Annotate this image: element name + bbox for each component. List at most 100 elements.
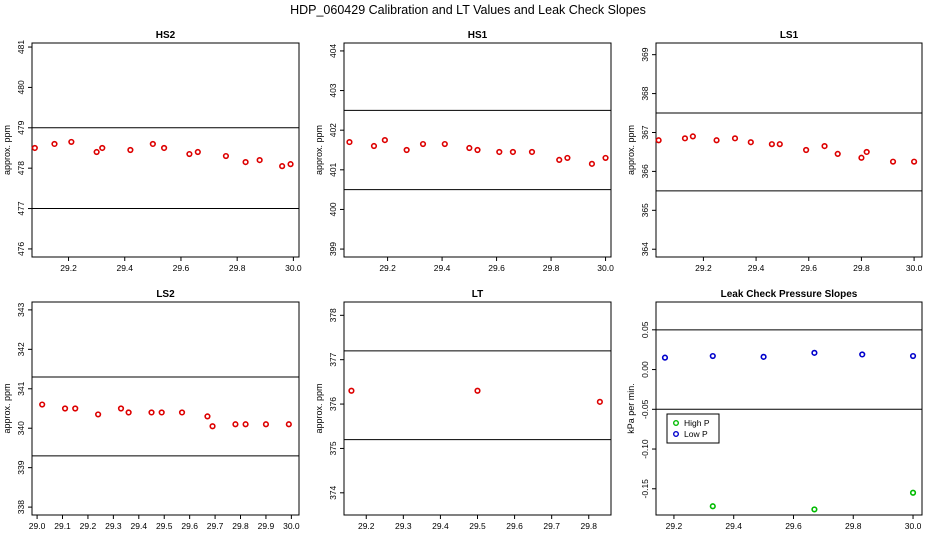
data-point	[242, 159, 249, 166]
panel-1: HS2 approx. ppm 29.2 29.4 29.6 29.8 30.0 476 477…	[2, 30, 302, 273]
y-tick-label: 369	[640, 47, 650, 61]
data-point	[160, 144, 168, 152]
data-point	[768, 141, 775, 148]
plot-frame	[343, 42, 612, 258]
panel-4: LS2 approx. ppm 29.0 29.1 29.2 29.3 29.4 29.5 29…	[2, 289, 300, 531]
data-point	[909, 489, 917, 496]
y-tick-label: 376	[328, 397, 338, 411]
data-point	[858, 154, 865, 161]
data-point	[496, 148, 503, 156]
data-point	[709, 352, 716, 360]
x-tick-label: 30.0	[285, 263, 302, 273]
y-tick-label: 366	[640, 164, 650, 178]
data-point	[204, 413, 211, 420]
data-point	[466, 144, 473, 152]
y-tick-label: 402	[328, 123, 338, 137]
x-tick-label: 29.6	[785, 521, 802, 531]
y-tick-label: 404	[328, 44, 338, 58]
y-tick-label: 403	[328, 83, 338, 97]
y-axis-label: approx. ppm	[2, 125, 12, 175]
y-tick-label: 480	[16, 80, 26, 94]
legend-marker	[673, 420, 680, 427]
panel-title: HS2	[156, 30, 176, 41]
data-point	[256, 156, 263, 164]
data-point	[178, 409, 186, 416]
panel-3: LS1 approx. ppm 29.2 29.4 29.6 29.8 30.0 364 365…	[626, 30, 923, 273]
panel-title: LS2	[156, 289, 175, 300]
y-tick-label: 477	[16, 201, 26, 215]
y-axis-label: approx. ppm	[314, 125, 324, 175]
data-point	[186, 150, 193, 158]
x-tick-label: 30.0	[905, 521, 922, 531]
x-tick-label: 29.4	[131, 521, 148, 531]
y-tick-label: 481	[16, 40, 26, 54]
y-tick-label: 338	[16, 500, 26, 514]
plot-frame	[31, 42, 300, 258]
data-point	[149, 140, 156, 148]
data-point	[859, 351, 866, 358]
y-tick-label: 367	[640, 125, 650, 139]
x-tick-label: 30.0	[906, 263, 923, 273]
data-point	[68, 138, 75, 146]
data-point	[661, 354, 669, 361]
data-point	[596, 398, 603, 405]
data-point	[148, 409, 155, 416]
data-point	[348, 387, 355, 394]
y-tick-label: 0.00	[640, 361, 650, 378]
y-tick-label: -0.15	[640, 479, 650, 499]
x-tick-label: 29.7	[543, 521, 560, 531]
y-tick-label: 479	[16, 120, 26, 134]
data-point	[262, 421, 270, 428]
data-point	[556, 156, 563, 164]
data-point	[285, 421, 292, 428]
legend-box	[666, 413, 720, 444]
data-point	[287, 161, 294, 168]
data-point	[681, 135, 689, 142]
plot-frame	[31, 301, 300, 516]
y-tick-label: 399	[328, 242, 338, 256]
data-point	[474, 146, 481, 154]
y-tick-label: 374	[328, 485, 338, 499]
data-point	[194, 148, 201, 156]
panel-5: LT approx. ppm 29.2 29.3 29.4 29.5 29.6 29.7 29.…	[314, 289, 612, 531]
data-point	[747, 139, 754, 146]
plot-frame	[655, 42, 923, 258]
x-tick-label: 29.5	[469, 521, 486, 531]
y-tick-label: 368	[640, 86, 650, 100]
x-tick-label: 29.4	[725, 521, 742, 531]
x-tick-label: 29.2	[666, 521, 683, 531]
y-axis-label: approx. ppm	[2, 383, 12, 433]
data-point	[564, 154, 571, 162]
y-tick-label: 378	[328, 308, 338, 322]
x-tick-label: 29.7	[207, 521, 224, 531]
data-point	[709, 503, 716, 510]
x-tick-label: 29.8	[580, 521, 597, 531]
x-tick-label: 29.8	[853, 263, 870, 273]
y-tick-label: 364	[640, 242, 650, 256]
x-tick-label: 29.8	[232, 521, 249, 531]
y-tick-label: 377	[328, 352, 338, 366]
data-point	[509, 148, 517, 156]
data-point	[242, 421, 249, 428]
panel-6: Leak Check Pressure Slopes kPa per min. 29…	[626, 289, 923, 531]
y-tick-label: 375	[328, 441, 338, 455]
x-tick-label: 29.2	[60, 263, 77, 273]
data-point	[31, 144, 38, 152]
data-point	[222, 152, 230, 160]
data-point	[441, 140, 448, 148]
x-tick-label: 29.6	[181, 521, 198, 531]
data-point	[760, 353, 767, 360]
data-point	[689, 133, 696, 140]
plot-frame	[343, 301, 612, 516]
data-point	[61, 405, 69, 412]
data-point	[602, 154, 609, 162]
x-tick-label: 29.4	[434, 263, 451, 273]
y-tick-label: 476	[16, 242, 26, 256]
y-tick-label: -0.10	[640, 439, 650, 459]
y-tick-label: 342	[16, 342, 26, 356]
data-point	[834, 150, 841, 157]
plot-frame	[655, 301, 923, 516]
data-point	[117, 405, 125, 412]
